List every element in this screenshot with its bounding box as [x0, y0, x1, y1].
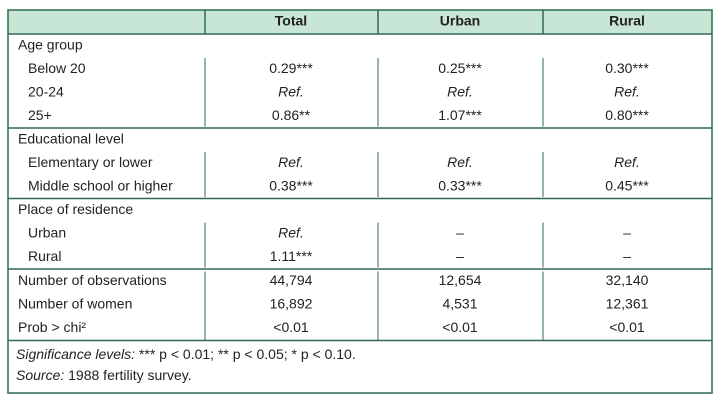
column-header: Urban	[440, 13, 480, 29]
cell: 1.11***	[270, 248, 313, 264]
cell: –	[456, 248, 464, 264]
cell: Ref.	[447, 154, 473, 170]
cell: 0.25***	[438, 60, 482, 76]
cell: 32,140	[606, 272, 649, 288]
cell: 0.30***	[605, 60, 649, 76]
row-label: Prob > chi²	[18, 319, 86, 335]
row-label: Number of observations	[18, 272, 167, 288]
footnote: Significance levels: *** p < 0.01; ** p …	[16, 346, 356, 362]
cell: Ref.	[614, 84, 640, 100]
cell: 12,361	[606, 296, 649, 312]
cell: <0.01	[609, 319, 645, 335]
row-label: Elementary or lower	[28, 154, 153, 170]
cell: 0.33***	[438, 178, 482, 194]
cell: Ref.	[447, 84, 473, 100]
footnote-label: Significance levels:	[16, 346, 135, 362]
cell: –	[623, 248, 631, 264]
column-header: Rural	[609, 13, 645, 29]
cell: <0.01	[442, 319, 478, 335]
row-label: Number of women	[18, 296, 132, 312]
header-band	[8, 10, 712, 34]
column-header: Total	[275, 13, 307, 29]
cell: 0.38***	[269, 178, 313, 194]
cell: Ref.	[278, 225, 304, 241]
cell: Ref.	[278, 154, 304, 170]
cell: 0.29***	[269, 60, 313, 76]
row-label: 25+	[28, 107, 52, 123]
section-title: Educational level	[18, 131, 124, 147]
cell: 12,654	[439, 272, 482, 288]
cell: 1.07***	[438, 107, 482, 123]
cell: Ref.	[614, 154, 640, 170]
footnote-label: Source:	[16, 367, 64, 383]
footnote-text: *** p < 0.01; ** p < 0.05; * p < 0.10.	[135, 346, 356, 362]
cell: 44,794	[270, 272, 313, 288]
table-border	[7, 9, 713, 394]
row-label: Rural	[28, 248, 61, 264]
row-label: Urban	[28, 225, 66, 241]
cell: –	[456, 225, 464, 241]
section-title: Place of residence	[18, 201, 133, 217]
row-label: 20-24	[28, 84, 64, 100]
cell: 0.86**	[272, 107, 311, 123]
section-title: Age group	[18, 37, 83, 53]
footnote: Source: 1988 fertility survey.	[16, 367, 192, 383]
cell: –	[623, 225, 631, 241]
cell: Ref.	[278, 84, 304, 100]
cell: 4,531	[442, 296, 477, 312]
cell: 16,892	[270, 296, 313, 312]
row-label: Below 20	[28, 60, 86, 76]
row-label: Middle school or higher	[28, 178, 173, 194]
cell: <0.01	[273, 319, 309, 335]
footnote-text: 1988 fertility survey.	[64, 367, 191, 383]
cell: 0.80***	[605, 107, 649, 123]
cell: 0.45***	[605, 178, 649, 194]
